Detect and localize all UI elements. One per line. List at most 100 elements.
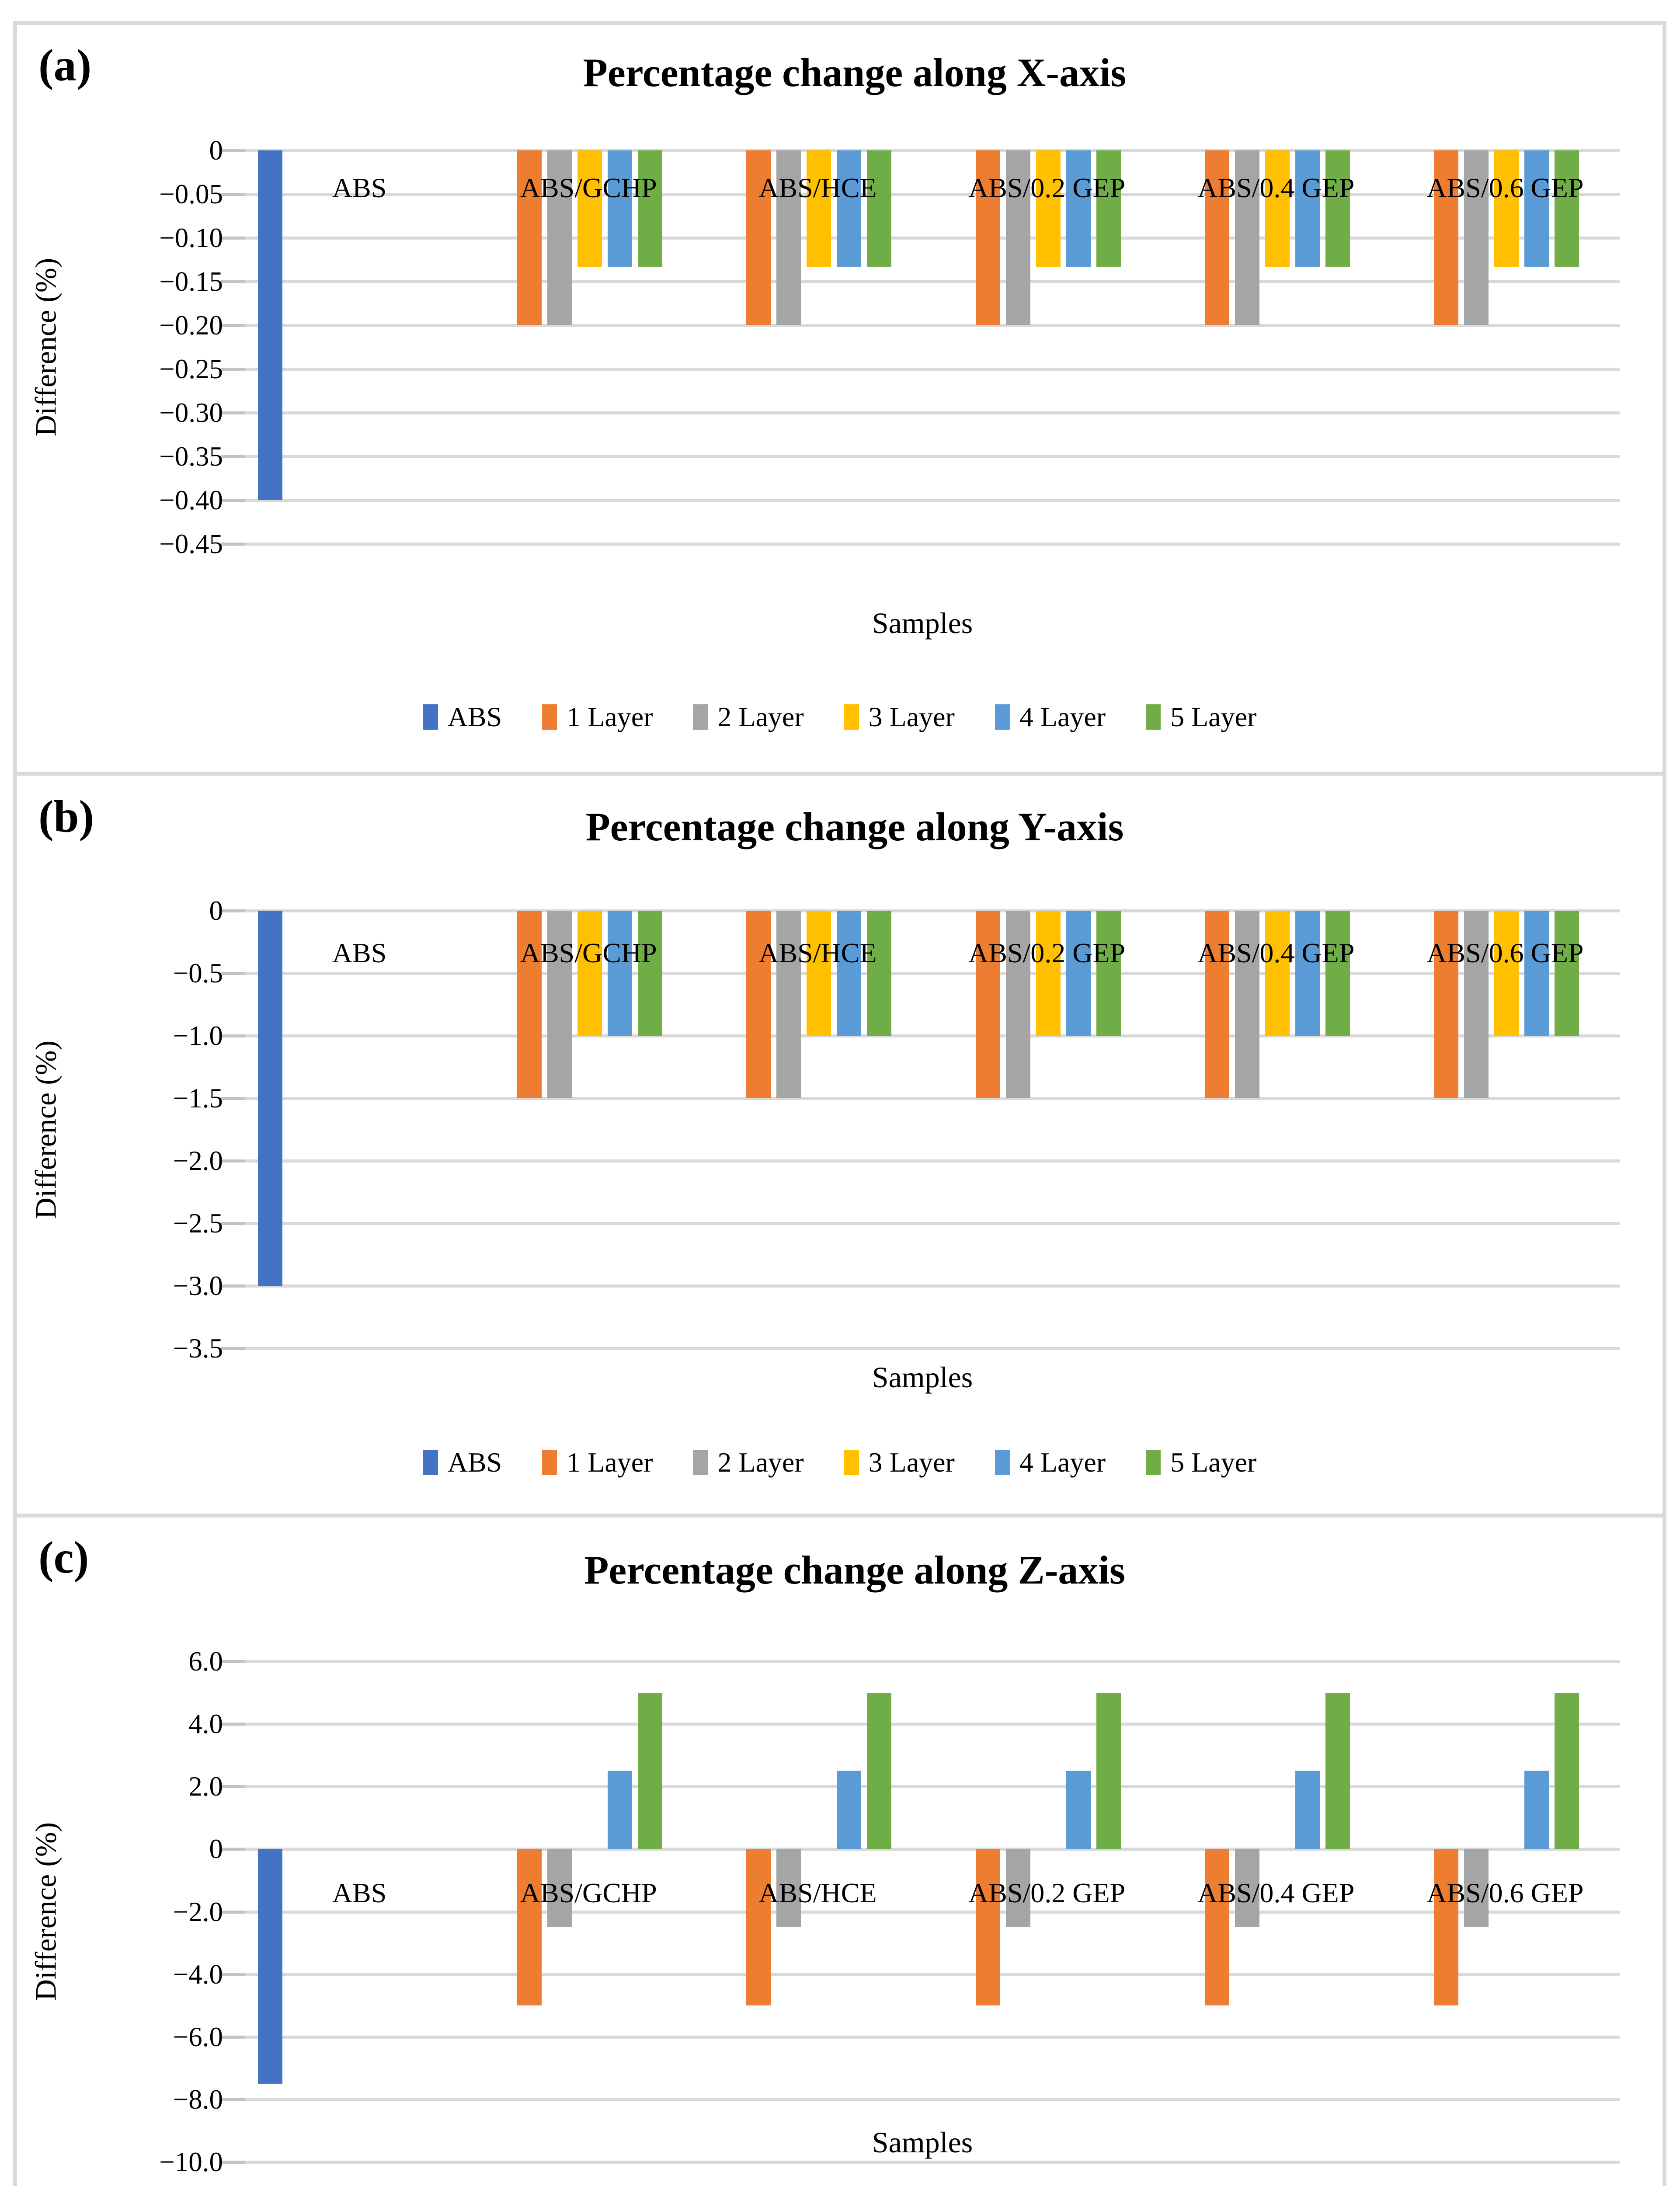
y-tick-label: −1.5 <box>173 1083 223 1114</box>
gridline <box>245 368 1620 371</box>
legend-swatch-icon <box>693 704 708 730</box>
y-tick-label: 2.0 <box>188 1771 223 1802</box>
legend-label: 5 Layer <box>1170 701 1257 732</box>
legend-item-abs: ABS <box>423 1445 502 1480</box>
bar-2-layer-abs-0-2-gep <box>1005 1849 1030 1928</box>
legend-item-1-layer: 1 Layer <box>542 700 653 734</box>
y-tick-label: −0.20 <box>159 310 223 341</box>
legend-item-5-layer: 5 Layer <box>1146 700 1256 734</box>
axis-tick <box>221 1785 245 1789</box>
y-tick-label: −0.45 <box>159 529 223 559</box>
gridline <box>245 543 1620 546</box>
legend-swatch-icon <box>1146 1450 1161 1475</box>
bar-4-layer-abs-0-4-gep <box>1295 911 1320 1036</box>
bar-5-layer-abs-0-6-gep <box>1554 150 1579 267</box>
gridline <box>245 1284 1620 1288</box>
x-axis-title: Samples <box>872 2126 973 2159</box>
y-tick-label: −8.0 <box>173 2084 223 2115</box>
bar-4-layer-abs-0-2-gep <box>1066 911 1091 1036</box>
legend-swatch-icon <box>995 1450 1010 1475</box>
y-axis-title: Difference (%) <box>29 1822 63 2001</box>
bar-5-layer-abs-hce <box>867 911 892 1036</box>
y-tick-label: 4.0 <box>188 1709 223 1740</box>
gridline <box>245 411 1620 414</box>
legend-label: 4 Layer <box>1019 1447 1106 1478</box>
legend-item-3-layer: 3 Layer <box>844 1445 955 1480</box>
gridline <box>245 1910 1620 1914</box>
axis-tick <box>221 2161 245 2164</box>
y-tick-label: −3.5 <box>173 1333 223 1364</box>
panel-letter: (a) <box>38 40 92 91</box>
bar-2-layer-abs-0-2-gep <box>1005 150 1030 325</box>
bar-3-layer-abs-0-6-gep <box>1494 911 1519 1036</box>
y-tick-label: −0.15 <box>159 266 223 297</box>
legend-label: 5 Layer <box>1170 1447 1257 1478</box>
gridline <box>245 2098 1620 2101</box>
y-tick-label: −0.35 <box>159 441 223 472</box>
legend-swatch-icon <box>542 1450 557 1475</box>
axis-tick <box>221 1910 245 1914</box>
y-tick-label: −0.25 <box>159 354 223 384</box>
axis-tick <box>221 149 245 152</box>
legend-swatch-icon <box>423 704 438 730</box>
legend-item-1-layer: 1 Layer <box>542 1445 653 1480</box>
bar-5-layer-abs-0-4-gep <box>1325 1692 1350 1849</box>
legend: ABS 1 Layer 2 Layer 3 Layer 4 Layer 5 Layer <box>13 700 1666 734</box>
legend-item-abs: ABS <box>423 700 502 734</box>
axis-tick <box>221 193 245 196</box>
bar-3-layer-abs-gchp <box>577 911 602 1036</box>
axis-tick <box>221 1034 245 1037</box>
gridline <box>245 1660 1620 1663</box>
legend-item-5-layer: 5 Layer <box>1146 1445 1256 1480</box>
gridline <box>245 149 1620 152</box>
gridline <box>245 1222 1620 1225</box>
bar-3-layer-abs-hce <box>807 911 831 1036</box>
gridline <box>245 237 1620 240</box>
bar-1-layer-abs-0-6-gep <box>1433 911 1458 1098</box>
bar-4-layer-abs-hce <box>837 150 862 267</box>
y-tick-label: 6.0 <box>188 1646 223 1677</box>
bar-5-layer-abs-0-4-gep <box>1325 911 1350 1036</box>
chart-title: Percentage change along Y-axis <box>585 804 1124 849</box>
axis-tick <box>221 909 245 912</box>
bar-5-layer-abs-0-2-gep <box>1096 1692 1121 1849</box>
gridline <box>245 1159 1620 1163</box>
gridline <box>245 499 1620 502</box>
bar-4-layer-abs-gchp <box>608 150 633 267</box>
legend-item-4-layer: 4 Layer <box>995 700 1106 734</box>
axis-tick <box>221 2035 245 2039</box>
frame-top <box>13 21 1666 25</box>
bar-1-layer-abs-hce <box>746 150 771 325</box>
axis-tick <box>221 1660 245 1663</box>
bar-abs-abs <box>258 150 282 500</box>
bar-2-layer-abs-0-4-gep <box>1235 150 1259 325</box>
bar-2-layer-abs-gchp <box>547 1849 572 1928</box>
bar-4-layer-abs-hce <box>837 1771 862 1849</box>
axis-tick <box>221 1973 245 1976</box>
axis-tick <box>221 972 245 975</box>
bar-5-layer-abs-0-4-gep <box>1325 150 1350 267</box>
axis-tick <box>221 1284 245 1288</box>
axis-tick <box>221 455 245 458</box>
category-label-abs-0-6-gep: ABS/0.6 GEP <box>1426 937 1584 968</box>
bar-4-layer-abs-0-4-gep <box>1295 150 1320 267</box>
legend-swatch-icon <box>423 1450 438 1475</box>
gridline <box>245 1347 1620 1350</box>
gridline <box>245 972 1620 975</box>
axis-tick <box>221 1848 245 1851</box>
category-label-abs-0-2-gep: ABS/0.2 GEP <box>968 172 1126 203</box>
bar-5-layer-abs-0-2-gep <box>1096 911 1121 1036</box>
bar-2-layer-abs-0-6-gep <box>1464 1849 1489 1928</box>
axis-tick <box>221 1159 245 1163</box>
axis-tick <box>221 1097 245 1100</box>
category-label-abs-gchp: ABS/GCHP <box>520 1877 657 1908</box>
y-tick-label: −4.0 <box>173 1959 223 1990</box>
bar-1-layer-abs-0-2-gep <box>975 911 1000 1098</box>
y-tick-label: 0 <box>209 1834 223 1865</box>
category-label-abs: ABS <box>332 1877 387 1908</box>
y-tick-label: 0 <box>209 895 223 926</box>
y-tick-label: −2.0 <box>173 1896 223 1927</box>
legend-label: 1 Layer <box>567 701 653 732</box>
y-tick-label: −10.0 <box>159 2147 223 2177</box>
